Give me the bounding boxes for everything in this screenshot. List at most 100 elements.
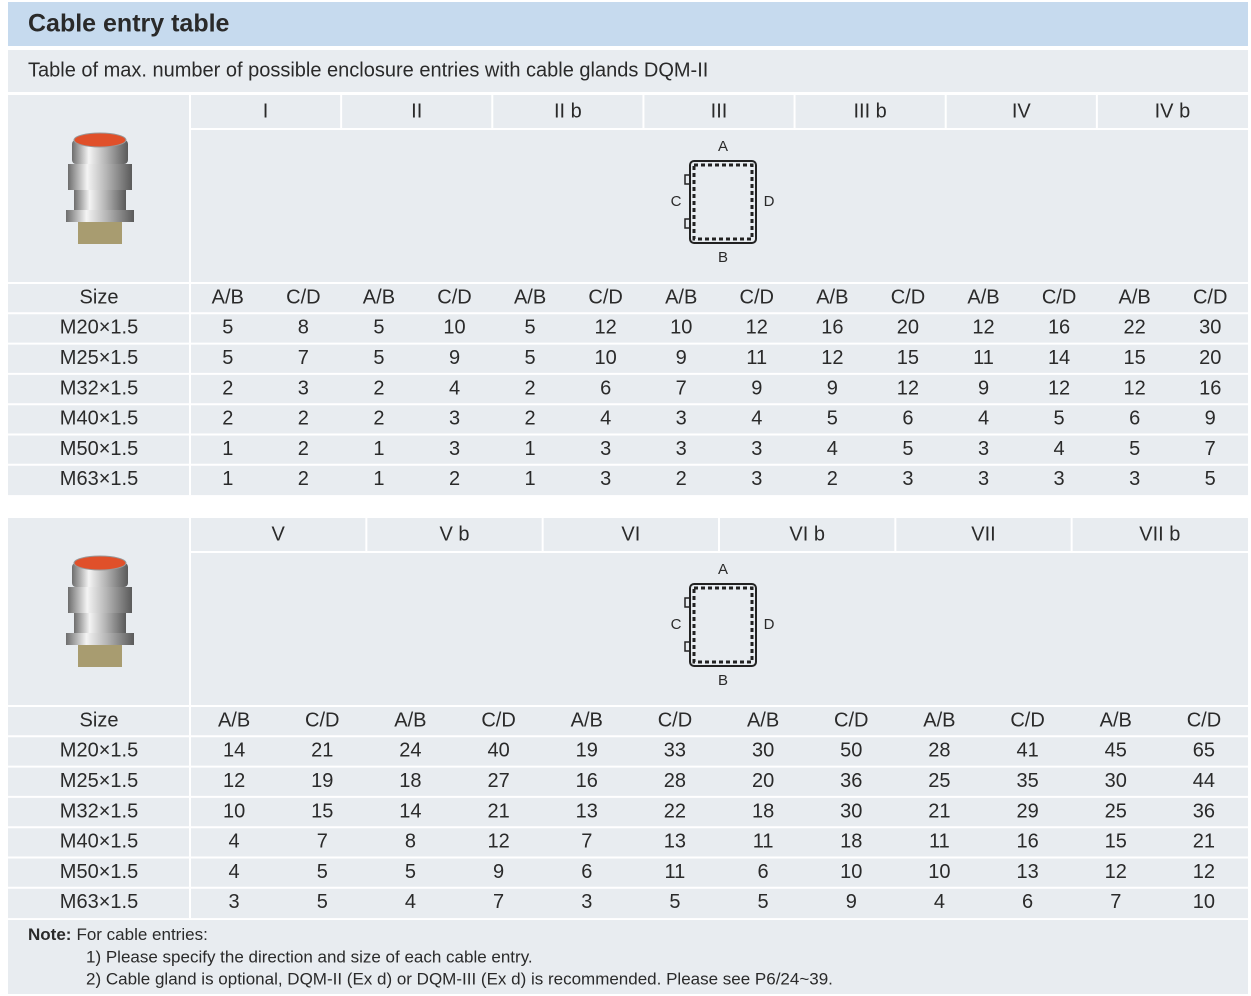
enclosure-tab: [684, 174, 691, 185]
value-cell: 1: [525, 438, 536, 460]
value-cell: 36: [1193, 800, 1215, 822]
value-cell: 9: [978, 377, 989, 399]
size-cell: M63×1.5: [60, 468, 138, 490]
sub-header: A/B: [747, 709, 779, 731]
sub-header: A/B: [218, 709, 250, 731]
size-cell: M40×1.5: [60, 831, 138, 853]
value-cell: 14: [1048, 347, 1070, 369]
value-cell: 20: [897, 317, 919, 339]
type-header: II b: [554, 100, 582, 122]
sub-header: C/D: [740, 286, 774, 308]
value-cell: 4: [600, 408, 611, 430]
value-cell: 21: [487, 800, 509, 822]
value-cell: 9: [827, 377, 838, 399]
gland-nut: [66, 633, 134, 645]
value-cell: 11: [929, 831, 950, 853]
value-cell: 10: [1193, 891, 1215, 913]
value-cell: 24: [399, 740, 421, 762]
value-cell: 29: [1016, 800, 1038, 822]
value-cell: 65: [1193, 740, 1215, 762]
sub-header: A/B: [363, 286, 395, 308]
value-cell: 7: [298, 347, 309, 369]
value-cell: 9: [846, 891, 857, 913]
sub-header: A/B: [212, 286, 244, 308]
value-cell: 1: [373, 438, 384, 460]
value-cell: 6: [902, 408, 913, 430]
value-cell: 5: [525, 317, 536, 339]
value-cell: 9: [1205, 408, 1216, 430]
value-cell: 21: [1193, 831, 1215, 853]
value-cell: 11: [753, 831, 774, 853]
diagram-label: D: [764, 193, 775, 210]
value-cell: 22: [664, 800, 686, 822]
size-cell: M40×1.5: [60, 408, 138, 430]
size-cell: M32×1.5: [60, 377, 138, 399]
diagram-label: D: [764, 616, 775, 633]
value-cell: 4: [978, 408, 989, 430]
sub-header: C/D: [286, 286, 320, 308]
type-header: VI: [621, 523, 640, 545]
sub-header: A/B: [967, 286, 999, 308]
value-cell: 45: [1105, 740, 1127, 762]
gland-seal: [73, 555, 127, 571]
type-header: V b: [439, 523, 469, 545]
gland-body: [74, 190, 126, 210]
value-cell: 2: [298, 438, 309, 460]
value-cell: 7: [1205, 438, 1216, 460]
value-cell: 12: [821, 347, 843, 369]
value-cell: 25: [928, 770, 950, 792]
value-cell: 3: [449, 408, 460, 430]
sub-header: A/B: [816, 286, 848, 308]
title-bar: [8, 2, 1248, 46]
value-cell: 2: [525, 377, 536, 399]
value-cell: 4: [449, 377, 460, 399]
value-cell: 28: [928, 740, 950, 762]
value-cell: 3: [676, 438, 687, 460]
enclosure-inner: [692, 586, 754, 664]
value-cell: 30: [1105, 770, 1127, 792]
sub-header: C/D: [1042, 286, 1076, 308]
sub-header: C/D: [1193, 286, 1227, 308]
value-cell: 2: [222, 408, 233, 430]
value-cell: 16: [821, 317, 843, 339]
value-cell: 3: [449, 438, 460, 460]
gland-thread: [78, 645, 122, 667]
value-cell: 5: [317, 891, 328, 913]
sub-header: C/D: [658, 709, 692, 731]
type-header: VII b: [1139, 523, 1180, 545]
type-header: III b: [853, 100, 886, 122]
value-cell: 2: [827, 468, 838, 490]
title: Cable entry table: [28, 10, 230, 38]
value-cell: 5: [669, 891, 680, 913]
value-cell: 10: [670, 317, 692, 339]
value-cell: 3: [229, 891, 240, 913]
subtitle: Table of max. number of possible enclosu…: [28, 59, 708, 81]
size-cell: M20×1.5: [60, 740, 138, 762]
enclosure-inner: [692, 163, 754, 241]
value-cell: 20: [1199, 347, 1221, 369]
value-cell: 2: [222, 377, 233, 399]
value-cell: 6: [758, 861, 769, 883]
value-cell: 5: [758, 891, 769, 913]
value-cell: 10: [443, 317, 465, 339]
value-cell: 35: [1016, 770, 1038, 792]
value-cell: 4: [405, 891, 416, 913]
value-cell: 12: [1124, 377, 1146, 399]
enclosure-tab: [684, 641, 691, 652]
value-cell: 3: [902, 468, 913, 490]
sub-header: C/D: [588, 286, 622, 308]
type-header: II: [411, 100, 422, 122]
sub-header: C/D: [834, 709, 868, 731]
type-header: VII: [971, 523, 995, 545]
type-header: I: [263, 100, 269, 122]
value-cell: 5: [1129, 438, 1140, 460]
sub-header: A/B: [665, 286, 697, 308]
value-cell: 1: [222, 468, 233, 490]
sub-header: A/B: [923, 709, 955, 731]
value-cell: 19: [311, 770, 333, 792]
sub-header: C/D: [305, 709, 339, 731]
value-cell: 4: [1054, 438, 1065, 460]
value-cell: 12: [487, 831, 509, 853]
